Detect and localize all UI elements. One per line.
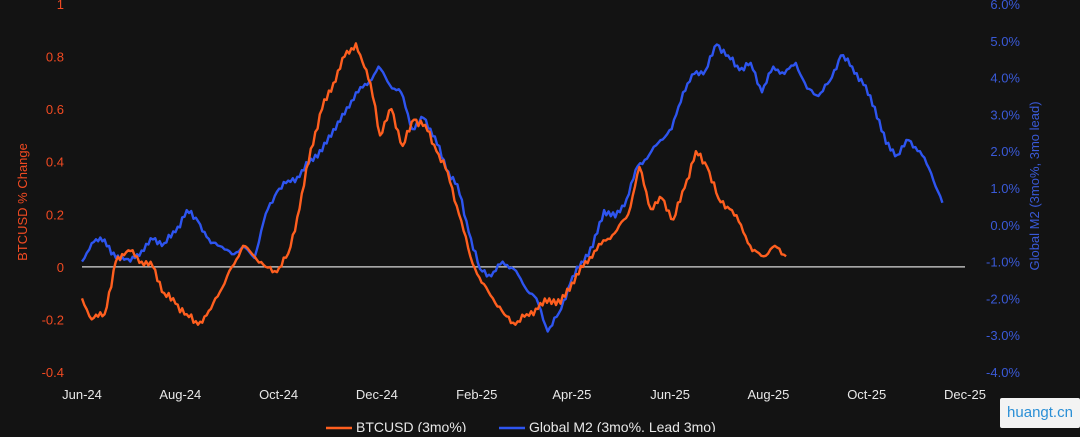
x-axis: Jun-24 Aug-24 Oct-24 Dec-24 Feb-25 Apr-25 Jun-… [62,387,986,402]
y-axis-label-right: Global M2 (3mo%, 3mo lead) [1027,101,1042,270]
y-tick-left-0.4: 0.4 [46,155,64,170]
y-tick-right--1.0%: -1.0% [986,255,1020,270]
x-tick-Aug-25: Aug-25 [747,387,789,402]
legend-label-btcusd: BTCUSD (3mo%) [356,419,466,432]
x-tick-Oct-24: Oct-24 [259,387,298,402]
y-axis-label-left: BTCUSD % Change [15,143,30,261]
watermark: huangt.cn [1000,398,1080,428]
x-tick-Jun-25: Jun-25 [650,387,690,402]
legend-label-global-m2: Global M2 (3mo%, Lead 3mo) [529,419,716,432]
y-tick-left--0.4: -0.4 [42,365,64,380]
y-tick-left-0.2: 0.2 [46,207,64,222]
x-tick-Jun-24: Jun-24 [62,387,102,402]
x-tick-Dec-24: Dec-24 [356,387,398,402]
x-tick-Dec-25: Dec-25 [944,387,986,402]
y-tick-left-0: 0 [57,260,64,275]
y-tick-left-0.8: 0.8 [46,50,64,65]
legend: BTCUSD (3mo%) Global M2 (3mo%, Lead 3mo) [326,419,716,435]
y-tick-left-1: 1 [57,0,64,12]
series-line-btcusd [80,42,787,326]
left-axis: -0.4 -0.2 0 0.2 0.4 0.6 0.8 1 [42,0,64,380]
y-tick-right--3.0%: -3.0% [986,328,1020,343]
x-tick-Apr-25: Apr-25 [552,387,591,402]
x-tick-Aug-24: Aug-24 [159,387,201,402]
x-tick-Oct-25: Oct-25 [847,387,886,402]
y-tick-right-4.0%: 4.0% [990,71,1020,86]
y-tick-right-2.0%: 2.0% [990,144,1020,159]
series-line-global-m2 [81,43,944,333]
y-tick-right-0.0%: 0.0% [990,218,1020,233]
y-tick-right-6.0%: 6.0% [990,0,1020,12]
y-tick-left-0.6: 0.6 [46,102,64,117]
right-axis: -4.0% -3.0% -2.0% -1.0% 0.0% 1.0% 2.0% 3.0% 4.0%… [986,0,1020,380]
y-tick-right-1.0%: 1.0% [990,181,1020,196]
y-tick-right--2.0%: -2.0% [986,291,1020,306]
y-tick-left--0.2: -0.2 [42,312,64,327]
y-tick-right-3.0%: 3.0% [990,107,1020,122]
y-tick-right-5.0%: 5.0% [990,34,1020,49]
x-tick-Feb-25: Feb-25 [456,387,497,402]
y-tick-right--4.0%: -4.0% [986,365,1020,380]
